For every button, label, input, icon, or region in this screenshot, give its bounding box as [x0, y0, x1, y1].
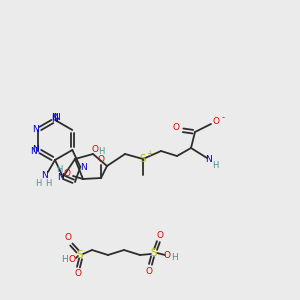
Text: O: O: [68, 254, 76, 263]
Text: +: +: [146, 149, 152, 158]
Text: S: S: [140, 154, 146, 164]
Text: N: N: [57, 173, 63, 182]
Text: N: N: [42, 172, 48, 181]
Text: H: H: [172, 254, 178, 262]
Text: N: N: [32, 146, 39, 154]
Text: H: H: [61, 254, 68, 263]
Text: N: N: [32, 125, 39, 134]
Text: O: O: [146, 266, 152, 275]
Text: N: N: [30, 146, 37, 155]
Text: H: H: [56, 166, 62, 175]
Text: O: O: [172, 124, 179, 133]
Text: O: O: [92, 146, 98, 154]
Text: S: S: [77, 250, 83, 260]
Text: O: O: [64, 233, 71, 242]
Text: H: H: [35, 178, 41, 188]
Text: O: O: [212, 116, 220, 125]
Text: S: S: [151, 248, 157, 258]
Text: O: O: [98, 155, 104, 164]
Text: -: -: [221, 113, 224, 122]
Text: N: N: [52, 116, 58, 124]
Text: H: H: [45, 178, 51, 188]
Text: H: H: [212, 161, 218, 170]
Text: H: H: [98, 146, 104, 155]
Text: N: N: [52, 112, 58, 122]
Text: O: O: [64, 169, 70, 178]
Text: N: N: [52, 113, 59, 122]
Text: O: O: [74, 269, 82, 278]
Text: N: N: [80, 164, 87, 172]
Text: O: O: [157, 230, 164, 239]
Text: N: N: [205, 155, 212, 164]
Text: O: O: [164, 251, 170, 260]
